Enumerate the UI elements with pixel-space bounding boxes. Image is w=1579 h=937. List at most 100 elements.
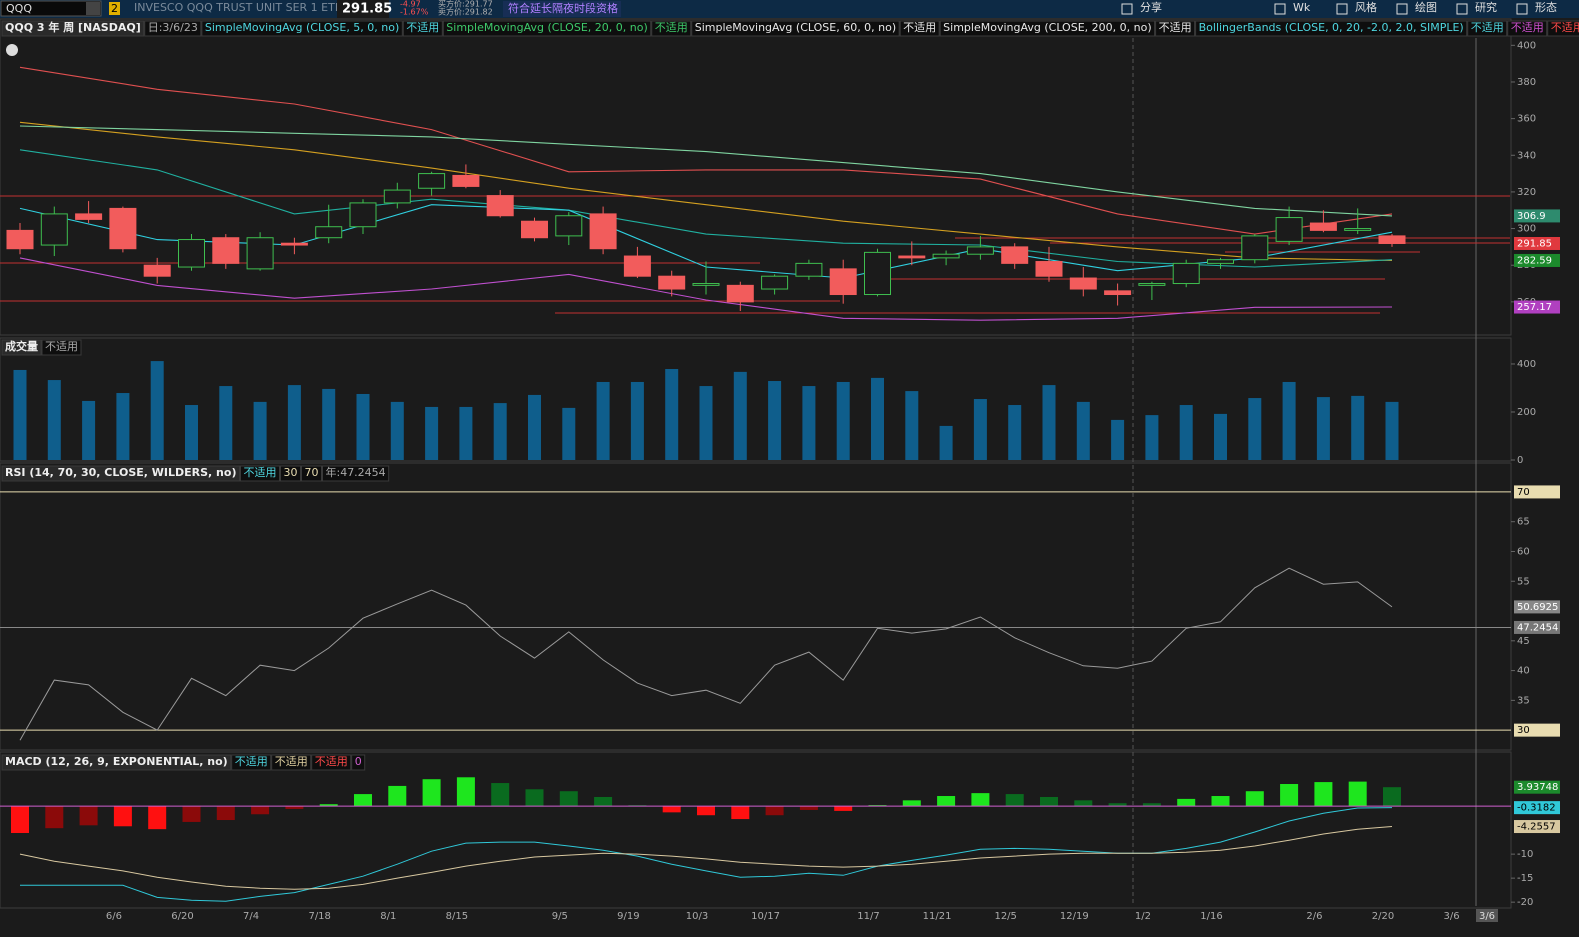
histogram-bar [422, 779, 441, 807]
header-item: SimpleMovingAvg (CLOSE, 5, 0, no) [205, 21, 399, 34]
axis-marker-label: -0.3182 [1517, 803, 1556, 814]
toolbar-button-icon[interactable] [1456, 3, 1468, 15]
volume-bar [1076, 401, 1090, 460]
header-box [271, 754, 312, 771]
candle-body [1207, 259, 1234, 264]
toolbar-button[interactable]: 绘图 [1415, 0, 1437, 14]
toolbar-button-icon[interactable] [1121, 3, 1133, 15]
candle-body [829, 268, 857, 296]
histogram-bar [834, 806, 853, 811]
toolbar-button[interactable]: 形态 [1535, 1, 1557, 14]
toolbar-button-icon[interactable] [1336, 3, 1348, 15]
toolbar-button-icon[interactable] [1274, 3, 1286, 15]
candle-body [486, 195, 514, 217]
volume-bar [596, 381, 610, 460]
candle-body [932, 253, 960, 259]
axis-marker [1514, 801, 1560, 815]
x-tick-label: 10/17 [751, 911, 780, 922]
y-tick-label: -15 [1517, 873, 1533, 884]
header-box [1, 20, 145, 37]
axis-marker-label: 47.2454 [1517, 622, 1558, 633]
x-tick-label: 9/19 [617, 911, 639, 922]
axis-marker [1514, 300, 1560, 314]
x-tick-label: 11/7 [857, 911, 879, 922]
histogram-bar [799, 806, 818, 810]
candle-body [349, 202, 377, 228]
volume-bar [1179, 405, 1193, 460]
histogram-bar [937, 796, 956, 807]
volume-bar [733, 371, 747, 460]
candle-body [280, 242, 308, 246]
header-item: 不适用 [235, 755, 268, 768]
x-tick-label: 6/6 [106, 911, 122, 922]
alert-icon[interactable] [6, 44, 18, 56]
header-box [351, 754, 366, 771]
y-tick-label: 300 [1517, 224, 1536, 235]
volume-bar [1316, 397, 1330, 460]
header-box [231, 754, 272, 771]
volume-bar [1248, 398, 1262, 460]
toolbar-button[interactable]: 研究 [1475, 0, 1497, 14]
toolbar [0, 0, 1579, 18]
candle-body [212, 237, 240, 264]
histogram-bar [1245, 791, 1264, 807]
histogram-bar [45, 806, 64, 829]
symbol: QQQ [6, 2, 32, 15]
volume-bar [150, 361, 164, 460]
histogram-bar [662, 806, 681, 813]
volume-bar [836, 381, 850, 460]
candle-body [658, 275, 686, 290]
candle-body [726, 284, 754, 303]
axis-marker [1514, 485, 1560, 499]
axis-marker [1514, 820, 1560, 834]
axis-marker-label: 30 [1517, 725, 1530, 736]
header-box [442, 20, 652, 37]
y-tick-label: 60 [1517, 546, 1530, 557]
header-box [1, 754, 232, 771]
y-tick-label: 340 [1517, 150, 1536, 161]
symbol-box[interactable] [0, 0, 102, 17]
histogram-bar [148, 806, 167, 830]
header-item: 不适用 [243, 466, 276, 479]
header-item: MACD (12, 26, 9, EXPONENTIAL, no) [5, 755, 228, 768]
toolbar-buttons: 分享 Wk 风格 绘图 研究 形态 [1121, 0, 1557, 15]
header-box [1507, 20, 1548, 37]
y-tick-label: 55 [1517, 576, 1530, 587]
macd-value-line [20, 807, 1393, 902]
toolbar-button[interactable]: 风格 [1355, 0, 1377, 14]
axis-marker [1514, 236, 1560, 250]
x-tick-label: 7/4 [243, 911, 259, 922]
toolbar-button[interactable]: 分享 [1140, 0, 1162, 14]
study-line [19, 257, 1393, 321]
toolbar-button-icon[interactable] [1396, 3, 1408, 15]
volume-bar [116, 393, 130, 460]
x-tick-label: 2/20 [1372, 911, 1394, 922]
candle-body [623, 255, 651, 277]
histogram-bar [731, 806, 750, 820]
x-tick-label: 1/2 [1135, 911, 1151, 922]
header-item: 不适用 [275, 755, 308, 768]
x-tick-label: 9/5 [552, 911, 568, 922]
x-tick-label: 8/15 [446, 911, 468, 922]
toolbar-button-icon[interactable] [1516, 3, 1528, 15]
volume-bar [1282, 381, 1296, 460]
layout [0, 18, 1512, 909]
x-tick-label: 12/19 [1060, 911, 1089, 922]
rsi-frame [0, 462, 1512, 751]
histogram-bar [559, 791, 578, 807]
badge-box [109, 2, 120, 15]
last-price: 291.85 [342, 2, 392, 17]
symbol-dropdown[interactable] [86, 2, 100, 15]
change: -4.97 [400, 0, 421, 9]
header-box [402, 20, 443, 37]
header-box [41, 339, 82, 356]
header-box [1195, 20, 1468, 37]
toolbar-button[interactable]: Wk [1293, 1, 1311, 14]
header-box [1, 339, 42, 356]
axis-marker-label: 282.59 [1517, 255, 1552, 266]
last-box [337, 0, 389, 18]
header-item: SimpleMovingAvg (CLOSE, 60, 0, no) [695, 21, 896, 34]
axis-marker [1514, 780, 1560, 794]
y-tick-label: -20 [1517, 897, 1533, 908]
